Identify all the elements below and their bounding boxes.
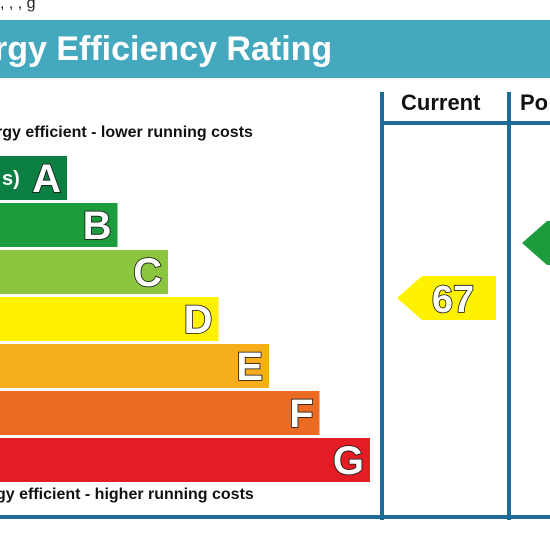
current-rating-arrow: [397, 276, 496, 320]
bottom-note: gy efficient - higher running costs: [0, 486, 254, 503]
bottom-rule: [0, 515, 550, 519]
column-divider-right: [507, 92, 511, 520]
header-bar: [0, 20, 550, 78]
band-b-bar: [0, 203, 118, 247]
band-a-range: s): [2, 168, 20, 190]
top-cropped-text: , , , g: [0, 0, 36, 12]
band-d-bar: [0, 297, 219, 341]
band-c-bar: [0, 250, 168, 294]
band-f-letter: F: [289, 392, 313, 436]
current-column-header: Current: [401, 90, 481, 115]
current-rating-value: 67: [432, 279, 474, 321]
potential-column-header: Po: [520, 90, 549, 115]
band-g-letter: G: [333, 439, 364, 483]
chart-title: rgy Efficiency Rating: [0, 30, 333, 68]
top-note: rgy efficient - lower running costs: [0, 124, 253, 141]
band-a-letter: A: [32, 157, 61, 201]
band-c-letter: C: [133, 251, 162, 295]
column-divider-left: [380, 92, 384, 520]
band-b-letter: B: [83, 204, 112, 248]
band-g-bar: [0, 438, 370, 482]
band-d-letter: D: [184, 298, 213, 342]
band-e-bar: [0, 344, 269, 388]
band-e-letter: E: [236, 345, 263, 389]
potential-rating-arrow: [522, 221, 550, 265]
column-header-rule: [380, 121, 550, 125]
band-f-bar: [0, 391, 320, 435]
band-a-bar: [0, 156, 67, 200]
